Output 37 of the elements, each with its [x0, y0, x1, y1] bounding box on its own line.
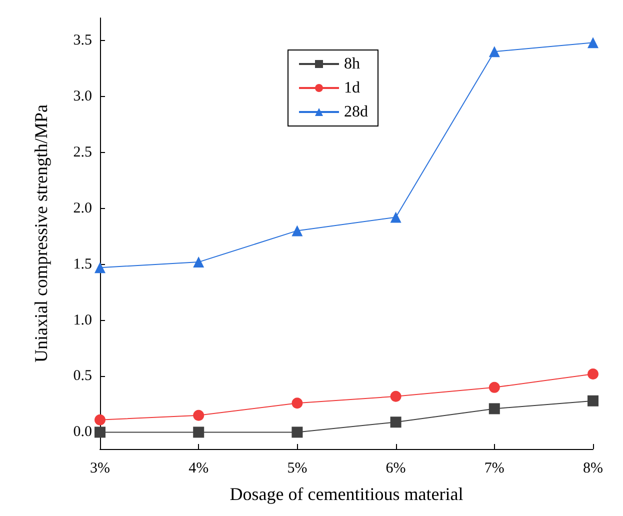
- point: [292, 398, 303, 409]
- legend-label: 28d: [344, 104, 368, 120]
- x-tick-label: 6%: [386, 460, 406, 476]
- x-axis-title: Dosage of cementitious material: [230, 484, 464, 504]
- x-tick-label: 8%: [583, 460, 603, 476]
- point: [488, 403, 500, 414]
- y-axis-title: Uniaxial compressive strength/MPa: [31, 104, 51, 362]
- y-tick-label: 3.0: [73, 88, 92, 104]
- point: [292, 426, 303, 438]
- point: [193, 426, 204, 438]
- point: [94, 414, 106, 426]
- point: [588, 37, 598, 48]
- y-tick-label: 1.5: [73, 256, 92, 272]
- y-tick-label: 0.0: [73, 424, 92, 440]
- legend-label: 8h: [344, 56, 360, 72]
- y-tick-label: 2.5: [73, 144, 92, 160]
- point: [488, 46, 500, 58]
- legend-label: 1d: [344, 80, 360, 96]
- x-tick-label: 5%: [287, 460, 308, 476]
- point: [390, 390, 402, 402]
- x-tick-label: 7%: [484, 460, 504, 476]
- point: [193, 256, 204, 268]
- y-tick-label: 1.0: [73, 312, 92, 328]
- point: [390, 212, 402, 223]
- point: [488, 382, 500, 393]
- point: [390, 416, 402, 428]
- point: [94, 426, 106, 438]
- point: [292, 225, 303, 236]
- y-tick-label: 0.5: [73, 368, 92, 384]
- point: [588, 368, 598, 380]
- x-tick-label: 3%: [90, 460, 110, 476]
- point: [193, 410, 204, 421]
- point: [588, 395, 598, 406]
- x-tick-label: 4%: [188, 460, 209, 476]
- point: [94, 262, 106, 274]
- y-tick-label: 3.5: [73, 32, 92, 48]
- y-tick-label: 2.0: [73, 200, 92, 216]
